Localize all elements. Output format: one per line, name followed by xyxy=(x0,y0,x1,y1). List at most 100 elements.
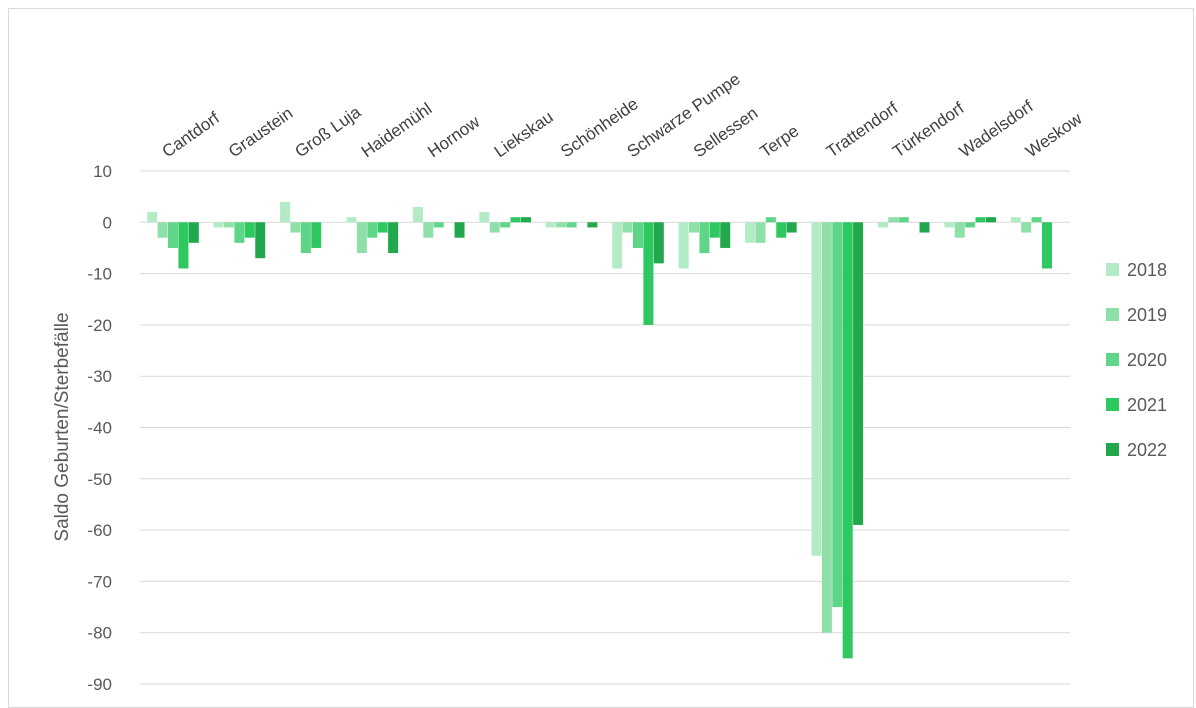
category-label: Graustein xyxy=(225,103,296,161)
bar xyxy=(765,217,776,223)
category-label: Trattendorf xyxy=(823,98,902,161)
bar xyxy=(454,222,465,238)
bar xyxy=(545,222,556,228)
bar xyxy=(244,222,255,238)
category-label: Wadelsdorf xyxy=(956,97,1037,162)
y-tick-label: -10 xyxy=(87,265,112,284)
bar xyxy=(699,222,710,254)
legend-swatch xyxy=(1106,443,1119,456)
bar xyxy=(612,222,623,269)
legend-label: 2022 xyxy=(1127,440,1167,460)
category-label: Liekskau xyxy=(491,107,557,161)
bar xyxy=(377,222,388,233)
bar xyxy=(188,222,199,243)
legend-label: 2019 xyxy=(1127,305,1167,325)
bar xyxy=(500,222,511,228)
bar xyxy=(290,222,301,233)
y-tick-label: -90 xyxy=(87,675,112,694)
category-label: Hornow xyxy=(424,112,483,162)
bar xyxy=(587,222,598,228)
bar xyxy=(412,206,423,223)
bar xyxy=(566,222,577,228)
y-tick-label: -40 xyxy=(87,419,112,438)
bar xyxy=(346,217,357,223)
y-tick-label: -30 xyxy=(87,367,112,386)
bar xyxy=(745,222,756,243)
bar xyxy=(178,222,189,269)
bar xyxy=(821,222,832,633)
bar xyxy=(643,222,654,325)
y-tick-label: -60 xyxy=(87,521,112,540)
bar xyxy=(280,201,291,223)
y-tick-label: 10 xyxy=(93,162,112,181)
bar xyxy=(954,222,965,238)
bar xyxy=(678,222,689,269)
bar xyxy=(755,222,766,243)
y-tick-label: -70 xyxy=(87,572,112,591)
bar xyxy=(944,222,955,228)
y-tick-label: 0 xyxy=(103,213,112,232)
legend-label: 2020 xyxy=(1127,350,1167,370)
legend-label: 2021 xyxy=(1127,395,1167,415)
bar xyxy=(168,222,179,248)
bar xyxy=(311,222,322,248)
bar xyxy=(853,222,864,525)
bar xyxy=(300,222,311,254)
bar xyxy=(689,222,700,233)
bar xyxy=(898,217,909,223)
bar xyxy=(811,222,822,556)
y-tick-label: -50 xyxy=(87,470,112,489)
chart-area xyxy=(8,8,1194,708)
legend-swatch xyxy=(1106,308,1119,321)
bar xyxy=(147,212,158,223)
bar xyxy=(1041,222,1052,269)
bar xyxy=(622,222,633,233)
bars xyxy=(147,201,1052,659)
legend-swatch xyxy=(1106,263,1119,276)
bar xyxy=(520,217,531,223)
bar xyxy=(1010,217,1021,223)
category-label: Cantdorf xyxy=(159,108,224,161)
category-label: Haidemühl xyxy=(358,99,435,161)
legend-label: 2018 xyxy=(1127,260,1167,280)
bar xyxy=(213,222,224,228)
bar xyxy=(356,222,367,254)
bar xyxy=(510,217,521,223)
bar xyxy=(786,222,797,233)
bar xyxy=(388,222,399,254)
bar xyxy=(157,222,168,238)
gridlines xyxy=(140,170,1070,685)
category-label: Türkendorf xyxy=(889,98,967,161)
bar xyxy=(832,222,843,608)
bar xyxy=(556,222,567,228)
category-label: Schwarze Pumpe xyxy=(624,69,744,161)
legend-swatch xyxy=(1106,353,1119,366)
bar xyxy=(224,222,235,228)
bar xyxy=(776,222,787,238)
bar xyxy=(479,212,490,223)
bar xyxy=(1031,217,1042,223)
bar xyxy=(234,222,245,243)
bar xyxy=(842,222,853,659)
bar xyxy=(965,222,976,228)
bar xyxy=(489,222,500,233)
bar xyxy=(633,222,644,248)
y-axis-title: Saldo Geburten/Sterbefälle xyxy=(52,312,73,541)
bar xyxy=(919,222,930,233)
bar xyxy=(1021,222,1032,233)
bar xyxy=(709,222,720,238)
bar xyxy=(975,217,986,223)
bar xyxy=(877,222,888,228)
legend: 2018 2019 2020 2021 2022 xyxy=(1106,260,1167,460)
category-label: Groß Luja xyxy=(291,102,364,161)
y-tick-label: -80 xyxy=(87,624,112,643)
bar xyxy=(423,222,434,238)
category-label: Weskow xyxy=(1022,109,1086,162)
bar xyxy=(888,217,899,223)
bar xyxy=(433,222,444,228)
category-label: Terpe xyxy=(756,121,802,161)
bar xyxy=(985,217,996,223)
y-tick-label: -20 xyxy=(87,316,112,335)
